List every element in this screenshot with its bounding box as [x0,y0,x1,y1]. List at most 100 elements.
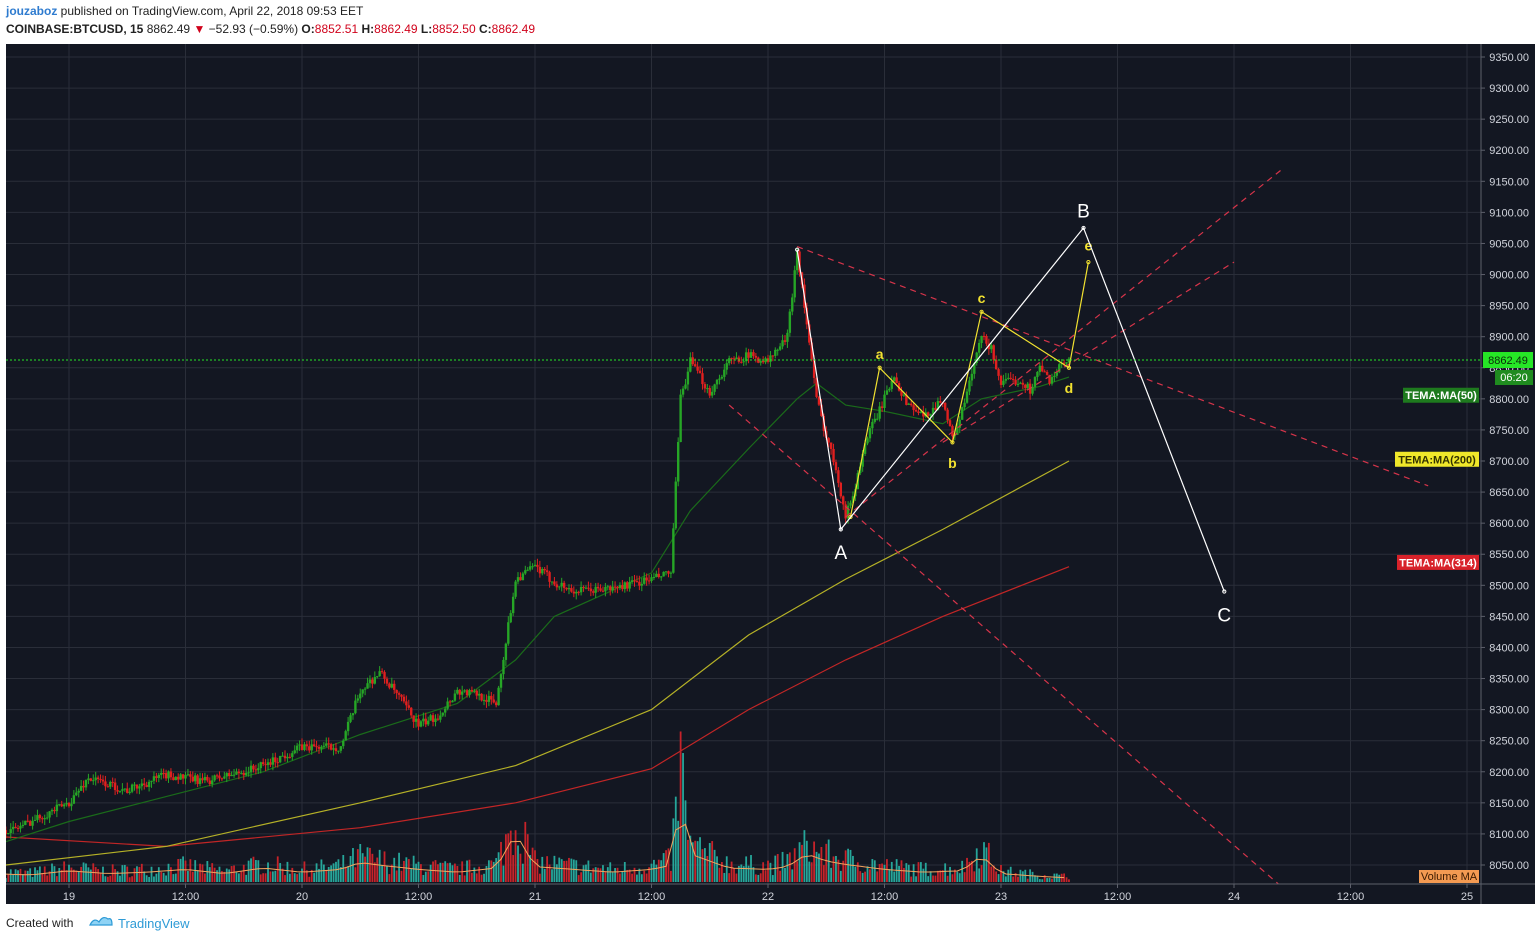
candle-body [305,744,309,747]
volume-bar [140,863,143,882]
volume-bar [478,866,481,882]
candle [514,579,517,599]
candle [594,583,597,598]
candle [742,357,745,366]
volume-bar [929,871,932,882]
candle [359,688,362,704]
candle [143,777,146,790]
volume-bar [1034,875,1036,882]
candle [283,750,287,762]
ma314-line [0,566,1070,848]
volume-bar [611,872,614,882]
candle [368,675,372,688]
candle-body [274,757,277,763]
candle-body [240,772,243,774]
candle-body [1033,377,1037,387]
volume-bar [512,855,515,882]
candle [45,811,49,820]
volume-bar [808,861,811,882]
volume-bar [745,856,748,882]
chart-area[interactable]: a b c d e A B C 9350.00 9300.00 9250.00 9200.00 9150… [0,44,1535,904]
volume-bar [757,874,760,882]
candle [997,367,1000,381]
volume-bar [725,856,728,882]
volume-bar [483,873,485,882]
volume-bar [267,862,269,882]
volume-bar [1041,879,1044,882]
candle [895,372,898,384]
candle-body [322,745,326,747]
candle-body [749,352,753,358]
candle [210,775,214,788]
candle [638,575,641,591]
candle-body [538,566,542,574]
candle-body [456,689,459,694]
candle-body [84,780,88,788]
candle-body [184,775,187,779]
candle-body [410,707,413,716]
volume-bar [1019,869,1022,882]
candle-body [754,355,758,358]
candle-body [931,407,935,415]
candle-body [196,775,199,784]
candle-body [524,570,527,574]
volume-bar [160,872,163,882]
candle-body [621,585,624,590]
candle [640,577,643,592]
candle-body [509,613,512,623]
volume-bar [7,874,10,882]
candle [492,694,495,704]
candle-body [172,777,175,781]
candle [138,783,141,795]
author-name[interactable]: jouzaboz [6,4,58,18]
candle [621,580,624,592]
candle [133,782,136,791]
candle [562,580,566,594]
volume-bar [752,867,755,882]
candle-body [740,361,743,363]
tradingview-logo-icon[interactable] [88,913,114,934]
volume-bar [577,875,580,882]
candle [7,832,10,835]
candle [177,773,180,784]
candle-body [278,755,282,763]
candle [630,576,634,585]
candle [16,825,20,832]
candle-body [1011,378,1015,380]
tradingview-brand[interactable]: TradingView [118,916,190,931]
candle-body [470,690,474,692]
candle-body [179,774,182,780]
price-chart[interactable]: a b c d e A B C 9350.00 9300.00 9250.00 9200.00 9150… [0,44,1535,904]
candle [912,402,915,416]
volume-bar [53,866,56,882]
candle [385,676,389,687]
candle-body [827,438,830,443]
candle-body [157,774,161,778]
candle [111,777,114,788]
candle [198,772,202,787]
wave-abc-point [1222,589,1227,594]
close-value: 8862.49 [491,22,536,36]
candle-body [990,345,993,350]
candle [43,814,46,825]
volume-bar [325,869,328,882]
candle-body [769,355,772,362]
volume-bar [657,859,660,882]
candle [781,334,784,350]
candle [436,713,440,721]
candle-body [363,688,367,690]
volume-bar [582,865,585,882]
candle [565,587,568,591]
candle-body [215,775,219,777]
candle-body [288,756,292,758]
volume-bar [24,870,27,882]
volume-bar [521,863,524,882]
volume-bar [810,862,813,882]
volume-series [4,731,1070,882]
candle-body [909,403,913,406]
candle-body [247,772,250,774]
volume-bar [723,872,726,882]
volume-bar [495,858,498,882]
candle [616,586,619,594]
volume-bar [189,859,192,882]
